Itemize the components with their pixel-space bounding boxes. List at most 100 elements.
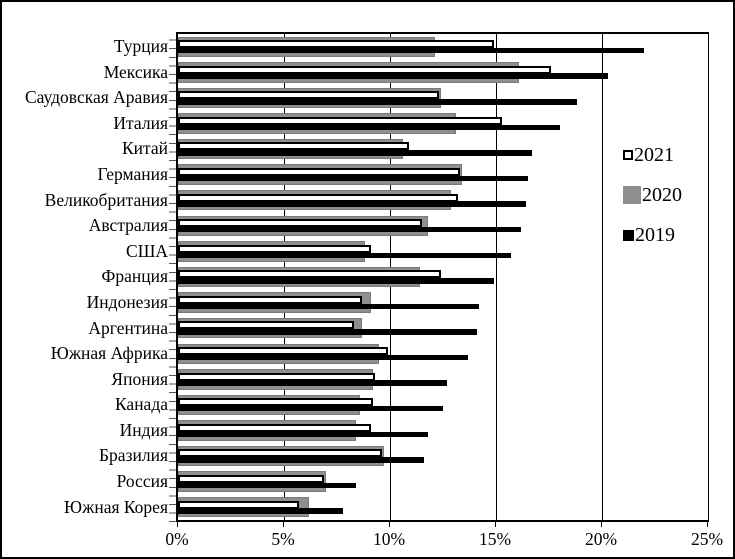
x-axis-label: 5% xyxy=(271,529,295,549)
bar-2021 xyxy=(178,116,503,125)
bar-2021 xyxy=(178,270,441,279)
legend-label-2021: 2021 xyxy=(634,144,674,166)
legend-marker-2019-icon xyxy=(623,229,634,241)
bar-2021 xyxy=(178,244,371,253)
bar-2021 xyxy=(178,295,363,304)
x-axis-tick xyxy=(495,522,496,527)
y-axis-label: Франция xyxy=(101,266,169,287)
legend-item-2019: 2019 xyxy=(623,223,682,247)
bar-2021 xyxy=(178,398,374,407)
y-axis-label: Япония xyxy=(111,368,168,389)
bar-2021 xyxy=(178,91,439,100)
bar-group-11 xyxy=(178,315,708,341)
bar-2019 xyxy=(178,175,528,182)
bar-2019 xyxy=(178,278,494,284)
bar-2021 xyxy=(178,321,354,330)
legend-marker-2020-icon xyxy=(623,186,641,204)
bar-group-0 xyxy=(178,34,708,60)
legend-marker-2021-icon xyxy=(623,150,633,160)
bar-2019 xyxy=(178,482,357,489)
y-axis-label: Индия xyxy=(119,419,168,440)
x-axis-tick xyxy=(389,522,390,527)
bar-2019 xyxy=(178,380,448,386)
bar-group-17 xyxy=(178,469,708,495)
bar-group-8 xyxy=(178,239,708,265)
bar-2021 xyxy=(178,193,458,202)
x-axis-tick xyxy=(177,522,178,527)
bar-2019 xyxy=(178,47,645,54)
x-axis-label: 0% xyxy=(165,529,189,549)
bar-group-12 xyxy=(178,341,708,367)
bar-group-1 xyxy=(178,60,708,86)
legend-item-2021: 2021 xyxy=(623,143,682,167)
legend: 2021 2020 2019 xyxy=(623,143,682,263)
bar-2019 xyxy=(178,405,443,412)
bar-2019 xyxy=(178,150,533,156)
x-axis-label: 25% xyxy=(690,529,724,549)
y-axis-label: Китай xyxy=(121,138,168,159)
bar-group-10 xyxy=(178,290,708,316)
bar-2019 xyxy=(178,73,609,79)
y-axis-label: Южная Корея xyxy=(64,496,168,517)
y-axis-label: Бразилия xyxy=(99,445,168,466)
bar-2021 xyxy=(178,423,371,432)
bar-group-4 xyxy=(178,136,708,162)
y-axis-label: Индонезия xyxy=(86,291,168,312)
y-axis-label: Россия xyxy=(116,470,168,491)
y-axis-label: Саудовская Аравия xyxy=(24,87,168,108)
bar-2019 xyxy=(178,303,480,310)
bar-group-2 xyxy=(178,85,708,111)
y-axis-label: США xyxy=(126,240,168,261)
y-axis-label: Аргентина xyxy=(88,317,168,338)
bar-group-7 xyxy=(178,213,708,239)
bar-group-6 xyxy=(178,187,708,213)
bar-2019 xyxy=(178,124,560,131)
bar-2019 xyxy=(178,354,469,361)
y-axis-label: Италия xyxy=(113,112,168,133)
x-axis-label: 10% xyxy=(372,529,406,549)
bar-group-15 xyxy=(178,418,708,444)
x-axis-tick xyxy=(283,522,284,527)
y-axis-label: Турция xyxy=(113,36,168,57)
bar-2021 xyxy=(178,142,410,151)
y-axis-label: Южная Африка xyxy=(50,343,168,364)
y-axis-label: Мексика xyxy=(103,61,168,82)
bar-group-16 xyxy=(178,443,708,469)
y-axis-label: Великобритания xyxy=(44,189,168,210)
bar-2021 xyxy=(178,347,388,356)
plot-area xyxy=(176,32,709,522)
bar-2019 xyxy=(178,329,477,335)
bar-2021 xyxy=(178,65,552,74)
y-axis-label: Канада xyxy=(114,394,168,415)
bar-2019 xyxy=(178,252,511,259)
bar-2019 xyxy=(178,457,424,463)
bar-2021 xyxy=(178,219,422,228)
x-axis-tick xyxy=(601,522,602,527)
bar-2021 xyxy=(178,474,325,483)
x-axis-label: 15% xyxy=(478,529,512,549)
bar-group-18 xyxy=(178,494,708,520)
legend-item-2020: 2020 xyxy=(623,183,682,207)
bar-2021 xyxy=(178,372,376,381)
bar-group-14 xyxy=(178,392,708,418)
x-axis-label: 20% xyxy=(584,529,618,549)
bar-2021 xyxy=(178,449,382,458)
bar-2021 xyxy=(178,500,299,509)
bar-2019 xyxy=(178,201,526,207)
legend-label-2020: 2020 xyxy=(642,184,682,206)
bar-2021 xyxy=(178,167,460,176)
y-axis-label: Австралия xyxy=(88,215,168,236)
x-axis-tick xyxy=(707,522,708,527)
gridline-20 xyxy=(602,34,603,520)
bar-2019 xyxy=(178,431,429,438)
bar-2019 xyxy=(178,508,344,514)
bar-2021 xyxy=(178,40,494,49)
bar-group-9 xyxy=(178,264,708,290)
bar-2019 xyxy=(178,226,522,233)
legend-label-2019: 2019 xyxy=(635,224,675,246)
bar-2019 xyxy=(178,99,577,105)
gridline-15 xyxy=(496,34,497,520)
bar-group-13 xyxy=(178,367,708,393)
bar-group-5 xyxy=(178,162,708,188)
